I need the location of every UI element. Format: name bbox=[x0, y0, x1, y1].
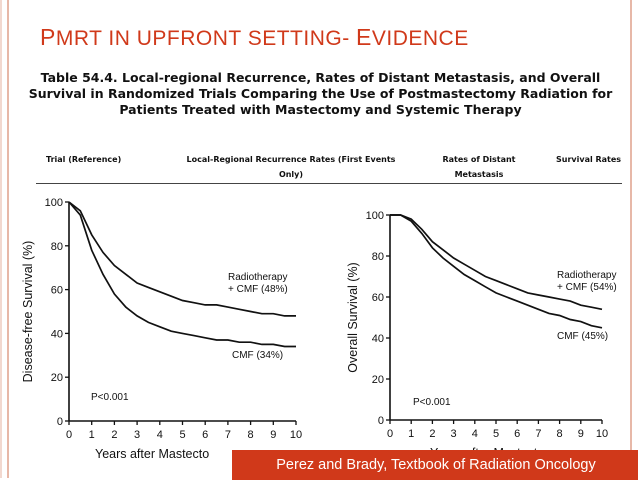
y-tick-label: 100 bbox=[45, 197, 63, 209]
series-line bbox=[390, 214, 603, 329]
header-survival: Survival Rates bbox=[556, 155, 622, 164]
series-label: + CMF (54%) bbox=[557, 282, 617, 293]
title-part-1: MRT IN UPFRONT SETTING bbox=[55, 27, 343, 50]
x-tick-label: 5 bbox=[493, 428, 499, 440]
table-title-line: Patients Treated with Mastectomy and Sys… bbox=[119, 102, 522, 117]
x-tick-label: 5 bbox=[179, 429, 185, 441]
header-trial: Trial (Reference) bbox=[46, 155, 122, 164]
x-tick-label: 9 bbox=[270, 429, 276, 441]
y-axis-label: Overall Survival (%) bbox=[346, 262, 360, 372]
citation-text: Perez and Brady, Textbook of Radiation O… bbox=[276, 457, 596, 473]
y-tick-label: 80 bbox=[372, 251, 384, 263]
y-tick-label: 40 bbox=[372, 333, 384, 345]
table-title-line: Table 54.4. Local-regional Recurrence, R… bbox=[40, 70, 601, 85]
series-label: Radiotherapy bbox=[557, 270, 616, 281]
p-value-label: P<0.001 bbox=[413, 397, 451, 408]
slide-left-border bbox=[0, 0, 2, 478]
x-tick-label: 1 bbox=[408, 428, 414, 440]
y-tick-label: 20 bbox=[51, 372, 63, 384]
x-tick-label: 0 bbox=[387, 428, 393, 440]
y-tick-label: 0 bbox=[57, 416, 63, 428]
series-label: CMF (45%) bbox=[557, 331, 608, 342]
series-line bbox=[68, 201, 296, 348]
x-tick-label: 4 bbox=[472, 428, 478, 440]
x-axis-label: Years after Mastecto bbox=[95, 447, 209, 461]
title-part-2: VIDENCE bbox=[371, 27, 469, 50]
y-tick-label: 0 bbox=[378, 415, 384, 427]
y-tick-label: 20 bbox=[372, 374, 384, 386]
x-axis-label: Years after Mastectomy bbox=[430, 446, 562, 450]
x-tick-label: 2 bbox=[429, 428, 435, 440]
series-line bbox=[390, 214, 603, 311]
y-tick-label: 60 bbox=[51, 285, 63, 297]
slide-right-rule bbox=[630, 0, 632, 478]
header-dm-line: Metastasis bbox=[454, 170, 504, 179]
title-dash: - bbox=[342, 27, 357, 50]
series-label: + CMF (48%) bbox=[228, 284, 288, 295]
y-tick-label: 40 bbox=[51, 328, 63, 340]
header-lrr-line: Local-Regional Recurrence Rates (First E… bbox=[186, 155, 396, 164]
x-tick-label: 7 bbox=[225, 429, 231, 441]
slide-left-rule bbox=[7, 0, 9, 478]
disease-free-survival-chart: 0 20 40 60 80 100 0 1 2 3 4 5 6 7 8 9 10 Disease-free Sur… bbox=[21, 197, 302, 461]
table-title: Table 54.4. Local-regional Recurrence, R… bbox=[18, 70, 623, 118]
x-tick-label: 8 bbox=[248, 429, 254, 441]
series-label: Radiotherapy bbox=[228, 272, 287, 283]
x-tick-label: 6 bbox=[514, 428, 520, 440]
table-header-rule bbox=[36, 183, 622, 184]
y-tick-label: 80 bbox=[51, 241, 63, 253]
x-tick-label: 1 bbox=[89, 429, 95, 441]
x-tick-label: 8 bbox=[557, 428, 563, 440]
x-tick-label: 10 bbox=[596, 428, 608, 440]
y-tick-label: 100 bbox=[366, 210, 384, 222]
x-tick-label: 4 bbox=[157, 429, 163, 441]
slide-title: PMRT IN UPFRONT SETTING- EVIDENCE bbox=[40, 24, 469, 51]
series-line bbox=[68, 201, 296, 317]
citation-footer: Perez and Brady, Textbook of Radiation O… bbox=[232, 450, 638, 480]
p-value-label: P<0.001 bbox=[91, 392, 129, 403]
y-axis-label: Disease-free Survival (%) bbox=[21, 241, 35, 383]
x-tick-label: 9 bbox=[578, 428, 584, 440]
header-dm-line: Rates of Distant bbox=[442, 155, 516, 164]
table-title-line: Survival in Randomized Trials Comparing … bbox=[28, 86, 613, 101]
series-label: CMF (34%) bbox=[232, 350, 283, 361]
x-tick-label: 7 bbox=[535, 428, 541, 440]
header-local-regional: Local-Regional Recurrence Rates (First E… bbox=[176, 152, 406, 182]
x-tick-label: 10 bbox=[290, 429, 302, 441]
x-tick-label: 0 bbox=[66, 429, 72, 441]
x-tick-label: 2 bbox=[111, 429, 117, 441]
y-tick-label: 60 bbox=[372, 292, 384, 304]
title-initial-p: P bbox=[40, 24, 56, 50]
x-tick-label: 3 bbox=[451, 428, 457, 440]
header-distant-metastasis: Rates of Distant Metastasis bbox=[438, 152, 520, 182]
overall-survival-chart: 0 20 40 60 80 100 0 1 2 3 4 5 6 7 8 9 10 Overall Survival… bbox=[346, 210, 617, 450]
header-lrr-line: Only) bbox=[278, 170, 304, 179]
title-initial-e: E bbox=[356, 24, 372, 50]
x-tick-label: 3 bbox=[134, 429, 140, 441]
x-tick-label: 6 bbox=[202, 429, 208, 441]
